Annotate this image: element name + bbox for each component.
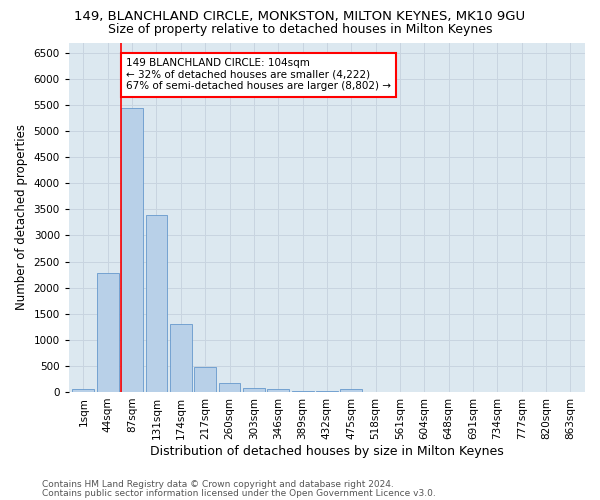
- Text: 149, BLANCHLAND CIRCLE, MONKSTON, MILTON KEYNES, MK10 9GU: 149, BLANCHLAND CIRCLE, MONKSTON, MILTON…: [74, 10, 526, 23]
- Bar: [170, 324, 192, 392]
- Bar: [218, 384, 241, 392]
- Bar: [316, 391, 338, 392]
- Bar: [73, 389, 94, 392]
- X-axis label: Distribution of detached houses by size in Milton Keynes: Distribution of detached houses by size …: [150, 444, 504, 458]
- Bar: [292, 390, 314, 392]
- Bar: [194, 367, 216, 392]
- Bar: [267, 390, 289, 392]
- Text: Size of property relative to detached houses in Milton Keynes: Size of property relative to detached ho…: [108, 22, 492, 36]
- Text: Contains public sector information licensed under the Open Government Licence v3: Contains public sector information licen…: [42, 488, 436, 498]
- Bar: [340, 389, 362, 392]
- Bar: [146, 214, 167, 392]
- Bar: [121, 108, 143, 392]
- Text: Contains HM Land Registry data © Crown copyright and database right 2024.: Contains HM Land Registry data © Crown c…: [42, 480, 394, 489]
- Bar: [243, 388, 265, 392]
- Text: 149 BLANCHLAND CIRCLE: 104sqm
← 32% of detached houses are smaller (4,222)
67% o: 149 BLANCHLAND CIRCLE: 104sqm ← 32% of d…: [126, 58, 391, 92]
- Y-axis label: Number of detached properties: Number of detached properties: [15, 124, 28, 310]
- Bar: [97, 273, 119, 392]
